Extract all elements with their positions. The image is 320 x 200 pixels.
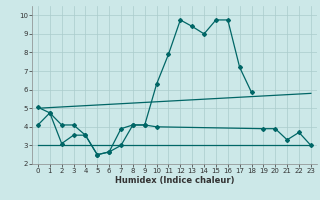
X-axis label: Humidex (Indice chaleur): Humidex (Indice chaleur) (115, 176, 234, 185)
